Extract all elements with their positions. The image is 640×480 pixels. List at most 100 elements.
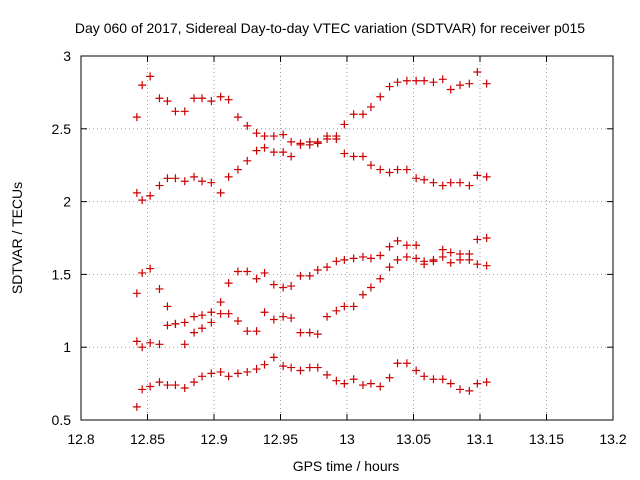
data-point xyxy=(349,254,358,263)
data-point xyxy=(340,255,349,264)
data-point xyxy=(279,312,288,321)
data-point xyxy=(385,242,394,251)
y-tick-label: 1 xyxy=(63,339,71,355)
data-point xyxy=(446,85,455,94)
data-point xyxy=(269,132,278,141)
y-tick-label: 1.5 xyxy=(52,266,72,282)
data-point xyxy=(163,97,172,106)
data-point xyxy=(305,328,314,337)
data-point xyxy=(366,283,375,292)
data-point xyxy=(385,373,394,382)
data-point xyxy=(171,174,180,183)
data-point xyxy=(163,174,172,183)
x-tick-label: 12.9 xyxy=(200,431,227,447)
data-point xyxy=(207,318,216,327)
data-point xyxy=(402,359,411,368)
data-point xyxy=(207,178,216,187)
data-point xyxy=(233,267,242,276)
data-point xyxy=(269,315,278,324)
data-point xyxy=(358,152,367,161)
data-point xyxy=(233,316,242,325)
data-point xyxy=(482,378,491,387)
data-point xyxy=(138,268,147,277)
data-point xyxy=(305,363,314,372)
data-point xyxy=(393,236,402,245)
series-1 xyxy=(132,68,491,148)
data-point xyxy=(332,376,341,385)
data-point xyxy=(171,107,180,116)
data-point xyxy=(412,76,421,85)
data-point xyxy=(138,385,147,394)
data-point xyxy=(171,319,180,328)
data-point xyxy=(252,146,261,155)
grid xyxy=(81,56,613,420)
data-point xyxy=(482,79,491,88)
data-point xyxy=(393,165,402,174)
data-point xyxy=(269,148,278,157)
data-point xyxy=(216,309,225,318)
data-point xyxy=(243,327,252,336)
data-point xyxy=(393,78,402,87)
y-tick-label: 0.5 xyxy=(52,412,72,428)
data-point xyxy=(279,130,288,139)
data-point xyxy=(340,149,349,158)
data-point xyxy=(332,132,341,141)
data-point xyxy=(429,178,438,187)
data-point xyxy=(420,260,429,269)
data-point xyxy=(198,311,207,320)
y-tick-label: 3 xyxy=(63,48,71,64)
data-point xyxy=(473,260,482,269)
data-point xyxy=(456,255,465,264)
data-point xyxy=(473,68,482,77)
x-axis-label: GPS time / hours xyxy=(293,458,400,474)
data-point xyxy=(323,263,332,272)
data-point xyxy=(376,165,385,174)
data-point xyxy=(198,324,207,333)
data-point xyxy=(132,402,141,411)
plot-frame xyxy=(80,55,614,421)
data-point xyxy=(465,79,474,88)
data-point xyxy=(358,110,367,119)
data-point xyxy=(180,383,189,392)
data-point xyxy=(132,113,141,122)
data-point xyxy=(146,264,155,273)
data-point xyxy=(252,274,261,283)
data-point xyxy=(279,283,288,292)
data-point xyxy=(155,284,164,293)
data-point xyxy=(358,290,367,299)
data-point xyxy=(402,165,411,174)
data-point xyxy=(224,279,233,288)
data-point xyxy=(446,248,455,257)
data-point xyxy=(146,191,155,200)
data-point xyxy=(313,330,322,339)
data-point xyxy=(190,172,199,181)
data-point xyxy=(438,252,447,261)
data-point xyxy=(216,367,225,376)
data-point xyxy=(260,132,269,141)
data-point xyxy=(155,181,164,190)
data-point xyxy=(279,362,288,371)
data-point xyxy=(224,309,233,318)
data-point xyxy=(473,171,482,180)
data-point xyxy=(313,139,322,148)
data-point xyxy=(146,72,155,81)
data-point xyxy=(429,375,438,384)
data-point xyxy=(349,375,358,384)
data-point xyxy=(349,302,358,311)
data-point xyxy=(198,94,207,103)
data-point xyxy=(305,271,314,280)
data-point xyxy=(393,359,402,368)
y-tick-label: 2 xyxy=(63,194,71,210)
data-point xyxy=(190,312,199,321)
data-point xyxy=(260,268,269,277)
data-point xyxy=(190,94,199,103)
data-point xyxy=(349,152,358,161)
data-point xyxy=(260,143,269,152)
data-point xyxy=(296,328,305,337)
series-3 xyxy=(132,234,491,328)
data-point xyxy=(207,97,216,106)
chart-title: Day 060 of 2017, Sidereal Day-to-day VTE… xyxy=(75,20,585,36)
data-point xyxy=(216,298,225,307)
x-tick-label: 13.2 xyxy=(599,431,626,447)
data-point xyxy=(163,321,172,330)
